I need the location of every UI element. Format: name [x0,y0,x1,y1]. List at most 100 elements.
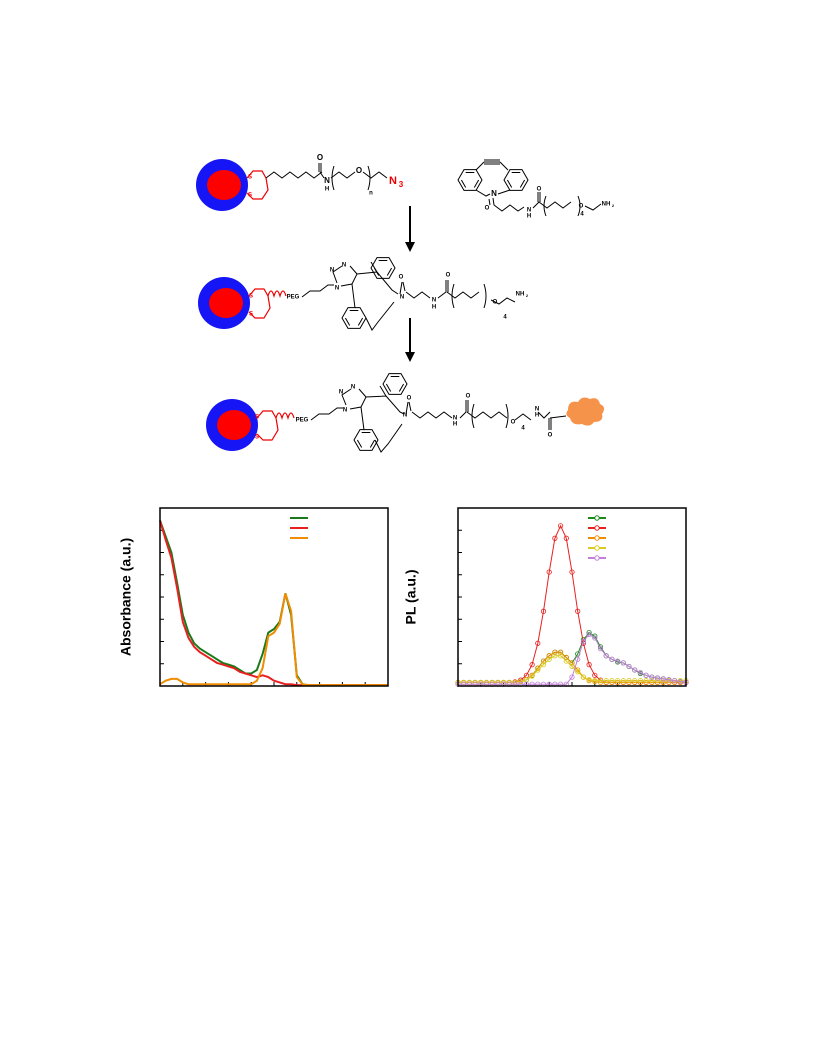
atom-label: N [339,390,343,396]
atom-label: PEG [296,418,309,424]
data-point [546,653,552,659]
reaction-arrow [405,206,415,252]
benzene-ring [503,169,529,191]
data-point [643,672,649,678]
peg-chain [265,163,388,191]
data-point [569,660,575,666]
data-point [540,662,547,668]
atom-label: NH [516,292,525,298]
data-point [569,674,575,680]
plot-frame [457,507,687,687]
benzene-ring [353,429,379,451]
data-point [552,649,558,655]
biomolecule [566,397,605,426]
data-point [654,675,661,681]
benzene-ring [382,373,408,395]
data-point [586,631,592,637]
data-point [563,654,569,661]
data-point [660,676,666,682]
atom-label: S [255,415,259,421]
atom-label: n [369,191,373,197]
disulfide-linker [246,170,269,200]
atom-label: H [527,214,531,220]
atom-label: 4 [521,426,525,432]
data-point [614,658,621,664]
data-point [535,667,541,673]
data-point [575,669,581,675]
data-point [649,678,655,684]
atom-label: N [403,413,407,419]
atom-label: N [324,176,330,185]
atom-label: O [446,273,451,279]
triazole-chain [301,261,516,331]
atom-label: N [527,208,531,214]
data-point [592,672,598,678]
data-point [603,653,609,659]
data-line [458,524,686,683]
atom-label: O [537,187,542,193]
atom-label: 2 [526,293,529,298]
benzene-ring [370,257,396,279]
atom-label: O [548,433,553,439]
nanoparticle [198,277,250,329]
data-point [592,678,598,684]
data-point [614,678,621,684]
y-axis-label: Absorbance (a.u.) [118,538,134,656]
dbco-chain [475,159,602,217]
atom-label: PEG [287,295,300,301]
atom-label: N [330,268,334,274]
atom-label: O [317,153,323,162]
legend-marker [594,515,600,521]
data-point [609,656,615,662]
atom-label: S [249,294,253,300]
data-point [597,678,604,684]
data-point [620,660,626,666]
atom-label: N [491,189,497,198]
data-point [620,678,626,684]
atom-label: O [466,394,471,400]
data-point [540,658,547,664]
data-point [603,678,609,684]
data-point [586,677,592,683]
atom-label: N [343,408,347,414]
data-point [609,678,615,684]
data-line [159,520,388,687]
data-point [557,653,564,659]
atom-label: N [400,295,404,301]
data-point [632,667,638,673]
atom-label: O [579,204,584,210]
data-point [677,678,683,685]
atom-label: H [325,187,329,193]
benzene-ring [457,169,483,191]
data-point [580,638,587,645]
data-point [626,663,632,670]
atom-label: N [453,416,457,422]
data-point [552,653,558,659]
legend-marker [594,525,600,531]
atom-label: N [389,175,397,187]
atom-label: N [342,263,346,269]
atom-label: N [335,286,339,292]
data-line [159,593,388,687]
data-point [557,523,564,529]
legend-marker [594,545,600,551]
atom-label: O [485,206,490,212]
data-point [563,535,569,541]
triazole-chain [310,385,567,453]
data-point [575,656,581,662]
data-point [535,640,541,646]
atom-label: O [356,166,362,175]
data-point [671,678,678,684]
atom-label: O [511,420,516,426]
nanoparticle [196,159,248,211]
atom-label: O [493,300,498,306]
data-point [569,569,575,575]
atom-label: S [255,435,259,441]
atom-label: 4 [580,212,584,218]
atom-label: O [407,396,412,402]
nanoparticle [206,399,258,451]
atom-label: H [453,422,457,428]
atom-label: S [249,312,253,318]
data-point [546,656,552,662]
data-point [592,635,598,641]
